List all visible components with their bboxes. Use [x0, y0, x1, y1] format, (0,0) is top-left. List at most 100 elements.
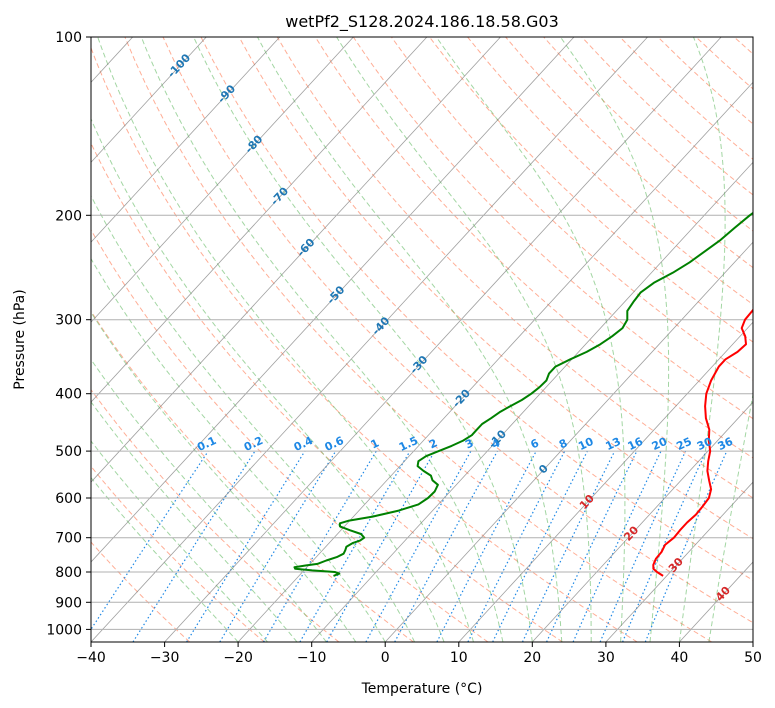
- mixing-ratio-label: 20: [650, 435, 670, 453]
- moist-adiabat-line: [91, 440, 268, 642]
- moist-adiabat-line: [140, 37, 504, 642]
- isotherm-line: [679, 561, 753, 642]
- dry-adiabat-line: [276, 37, 753, 499]
- dry-adiabat-line: [91, 228, 489, 642]
- moist-adiabat-line: [91, 257, 386, 642]
- isotherm-line: [91, 37, 281, 243]
- mixing-ratio-label: 1: [369, 436, 381, 451]
- isotherm-line: [0, 37, 59, 642]
- isotherm-line: [91, 37, 501, 483]
- x-tick-label: 10: [450, 650, 468, 666]
- mixing-ratio-line: [492, 450, 588, 642]
- y-tick-label: 600: [55, 491, 82, 507]
- x-tick-label: −20: [223, 650, 253, 666]
- mixing-ratio-line: [365, 450, 472, 642]
- mixing-ratio-lines: [91, 450, 728, 642]
- mixing-ratio-line: [599, 450, 687, 642]
- dry-adiabat-line: [91, 465, 265, 642]
- mixing-ratio-label: 30: [695, 435, 715, 453]
- temperature-profile-line: [652, 308, 753, 577]
- dry-adiabat-line: [124, 37, 713, 642]
- dry-adiabat-line: [91, 142, 563, 642]
- dry-adiabat-line: [162, 37, 753, 624]
- mixing-ratio-line: [394, 450, 498, 642]
- y-tick-label: 1000: [46, 622, 82, 638]
- plot-frame: [90, 36, 754, 643]
- moist-adiabat-line: [91, 311, 357, 642]
- x-axis-title: Temperature (°C): [361, 681, 483, 697]
- isotherm-line: [605, 481, 753, 642]
- mixing-ratio-labels: 0.1 0.2 0.4 0.6 1 1.5 2 3 4 6 8 10 13 16 20 25 30 36: [195, 434, 735, 454]
- x-tick-label: 50: [744, 650, 762, 666]
- mixing-ratio-label: 13: [604, 435, 623, 453]
- moist-adiabat-line: [336, 37, 592, 642]
- sounding-profiles: [293, 211, 753, 577]
- moist-adiabat-line: [678, 37, 726, 642]
- dry-adiabat-line: [467, 37, 753, 306]
- dry-adiabat-line: [390, 37, 753, 381]
- y-tick-label: 400: [55, 387, 82, 403]
- dry-adiabat-line: [91, 388, 340, 642]
- dry-adiabat-line: [200, 37, 753, 581]
- mixing-ratio-line: [644, 450, 728, 642]
- mixing-ratio-line: [132, 450, 256, 642]
- mixing-ratio-label: 6: [529, 436, 542, 451]
- y-tick-label: 700: [55, 531, 82, 547]
- mixing-ratio-line: [186, 450, 306, 642]
- moist-adiabat-line: [435, 37, 626, 642]
- y-tick-label: 800: [55, 565, 82, 581]
- chart-title: wetPf2_S128.2024.186.18.58.G03: [285, 12, 559, 32]
- mixing-ratio-label: 10: [576, 435, 596, 453]
- isotherm-line: [91, 37, 648, 642]
- x-tick-label: 20: [523, 650, 541, 666]
- moist-adiabat-line: [91, 117, 445, 642]
- x-tick-label: 30: [597, 650, 615, 666]
- isotherm-line: [91, 37, 207, 163]
- x-tick-label: 0: [381, 650, 390, 666]
- x-tick-label: −40: [76, 650, 106, 666]
- isotherms: [0, 37, 753, 642]
- isotherm-line: [91, 37, 428, 403]
- isotherm-line: [532, 401, 753, 642]
- moist-adiabat-line: [193, 37, 533, 642]
- dry-adiabat-line: [695, 37, 753, 90]
- isotherm-line: [91, 37, 354, 323]
- mixing-ratio-label: 2: [427, 436, 439, 451]
- moist-adiabat-line: [257, 37, 563, 642]
- isotherm-line: [752, 641, 753, 642]
- y-tick-label: 100: [55, 30, 82, 46]
- isotherm-line: [164, 37, 722, 642]
- isobars: [91, 37, 753, 630]
- dry-adiabat-line: [238, 37, 753, 540]
- dry-adiabat-line: [352, 37, 753, 420]
- dry-adiabat-line: [91, 46, 638, 642]
- y-axis-title: Pressure (hPa): [12, 289, 28, 389]
- mixing-ratio-line: [219, 450, 337, 642]
- dry-adiabat-line: [543, 37, 753, 232]
- mixing-ratio-label: 16: [626, 435, 646, 453]
- moist-adiabat-line: [91, 358, 327, 642]
- isotherm-line: [91, 37, 575, 563]
- dry-adiabat-line: [91, 541, 191, 642]
- mixing-ratio-label: 3: [463, 436, 475, 451]
- dry-adiabat-line: [657, 37, 753, 125]
- mixing-ratio-line: [521, 450, 616, 642]
- isotherm-line: [311, 161, 753, 642]
- x-axis: −40 −30 −20 −10 0 10 20 30 40 50: [76, 642, 762, 666]
- dry-adiabat-line: [733, 37, 753, 55]
- x-tick-label: −30: [150, 650, 180, 666]
- dry-adiabats: [91, 37, 753, 642]
- isotherm-line: [458, 321, 753, 642]
- y-tick-label: 500: [55, 444, 82, 460]
- dry-adiabat-line: [619, 37, 753, 160]
- mixing-ratio-line: [572, 450, 662, 642]
- mixing-ratio-label: 25: [674, 435, 693, 453]
- moist-adiabats: [91, 37, 753, 642]
- dry-adiabat-line: [429, 37, 753, 343]
- dry-adiabat-line: [91, 310, 414, 642]
- dry-adiabat-line: [505, 37, 753, 269]
- dewpoint-profile-line: [293, 211, 753, 577]
- moist-adiabat-line: [97, 37, 474, 642]
